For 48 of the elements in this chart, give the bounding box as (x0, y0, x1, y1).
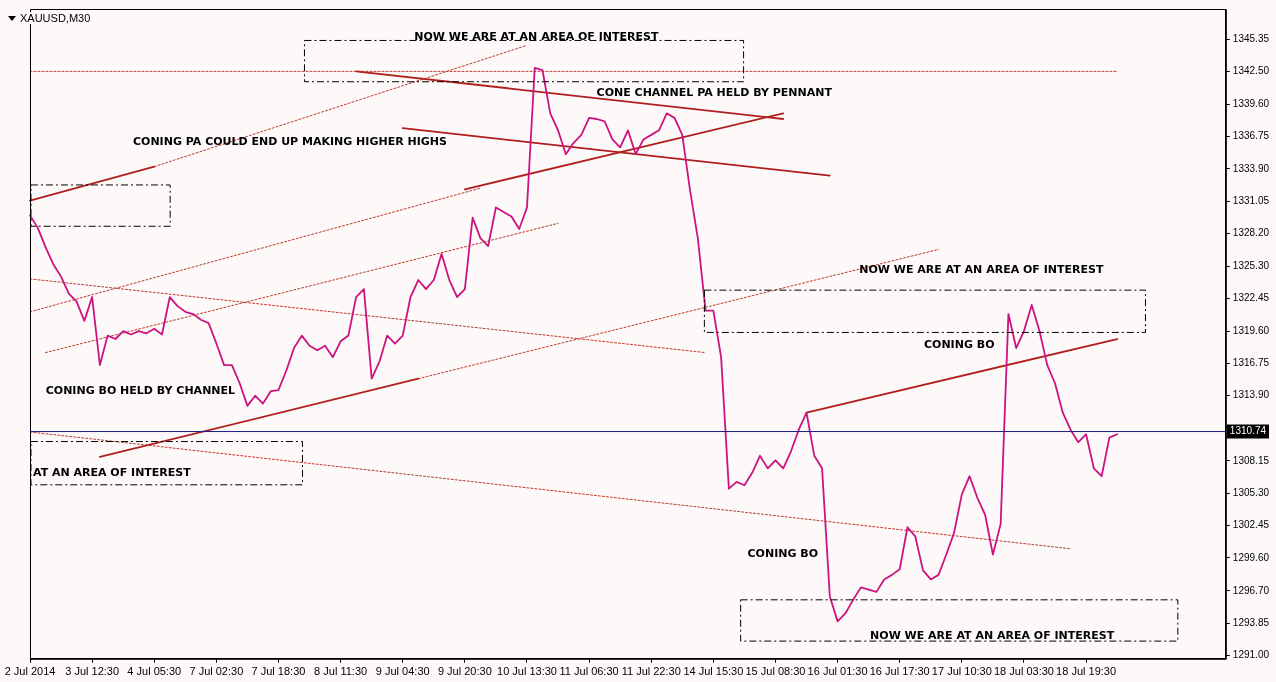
x-tick-label: 4 Jul 05:30 (127, 665, 182, 678)
annotation: CONING BO HELD BY CHANNEL (45, 384, 236, 398)
x-tick-label: 18 Jul 19:30 (1056, 665, 1117, 678)
chart-title: XAUUSD,M30 (20, 12, 91, 24)
x-tick-label: 11 Jul 06:30 (559, 665, 619, 678)
annotation: NOW WE ARE AT AN AREA OF INTEREST (414, 30, 659, 44)
y-tick-label: 1342.50 (1232, 65, 1270, 77)
x-tick-label: 15 Jul 08:30 (745, 665, 806, 678)
y-tick-label: 1325.30 (1232, 260, 1270, 272)
x-tick-label: 7 Jul 18:30 (251, 665, 306, 678)
annotation: CONING PA COULD END UP MAKING HIGHER HIGHS (132, 134, 447, 148)
x-tick-label: 14 Jul 15:30 (683, 665, 744, 678)
y-tick-label: 1345.35 (1232, 32, 1270, 44)
y-tick-label: 1291.00 (1232, 649, 1270, 661)
x-tick-label: 18 Jul 03:30 (993, 665, 1054, 678)
ref-line-label: 1310.74 (1229, 425, 1267, 437)
x-tick-label: 17 Jul 10:30 (931, 665, 992, 678)
y-tick-label: 1308.15 (1232, 454, 1270, 466)
annotation: CONING BO (747, 547, 819, 561)
x-tick-label: 3 Jul 12:30 (65, 665, 120, 678)
x-tick-label: 16 Jul 01:30 (807, 665, 868, 678)
annotation: AT AN AREA OF INTEREST (32, 465, 192, 479)
annotation: NOW WE ARE AT AN AREA OF INTEREST (859, 263, 1104, 277)
y-tick-label: 1333.90 (1232, 162, 1270, 174)
x-tick-label: 2 Jul 2014 (4, 665, 56, 678)
y-tick-label: 1305.30 (1232, 486, 1270, 498)
y-tick-label: 1316.75 (1232, 357, 1270, 369)
y-tick-label: 1319.60 (1232, 324, 1270, 336)
y-tick-label: 1339.60 (1232, 98, 1270, 110)
x-tick-label: 16 Jul 17:30 (869, 665, 930, 678)
x-tick-label: 7 Jul 02:30 (189, 665, 244, 678)
y-tick-label: 1322.45 (1232, 292, 1270, 304)
annotation: CONING BO (923, 338, 995, 352)
y-tick-label: 1313.90 (1232, 389, 1270, 401)
y-tick-label: 1296.70 (1232, 584, 1270, 596)
y-tick-label: 1328.20 (1232, 227, 1270, 239)
x-tick-label: 10 Jul 13:30 (497, 665, 557, 678)
annotation: CONE CHANNEL PA HELD BY PENNANT (596, 86, 833, 100)
x-tick-label: 11 Jul 22:30 (621, 665, 681, 678)
annotation: NOW WE ARE AT AN AREA OF INTEREST (870, 629, 1115, 643)
y-tick-label: 1293.85 (1232, 616, 1270, 628)
y-tick-label: 1299.60 (1232, 551, 1270, 563)
y-tick-label: 1331.05 (1232, 194, 1270, 206)
y-tick-label: 1302.45 (1232, 519, 1270, 531)
x-tick-label: 9 Jul 20:30 (437, 665, 492, 678)
y-tick-label: 1336.75 (1232, 130, 1270, 142)
x-tick-label: 8 Jul 11:30 (314, 665, 368, 678)
x-tick-label: 9 Jul 04:30 (375, 665, 430, 678)
